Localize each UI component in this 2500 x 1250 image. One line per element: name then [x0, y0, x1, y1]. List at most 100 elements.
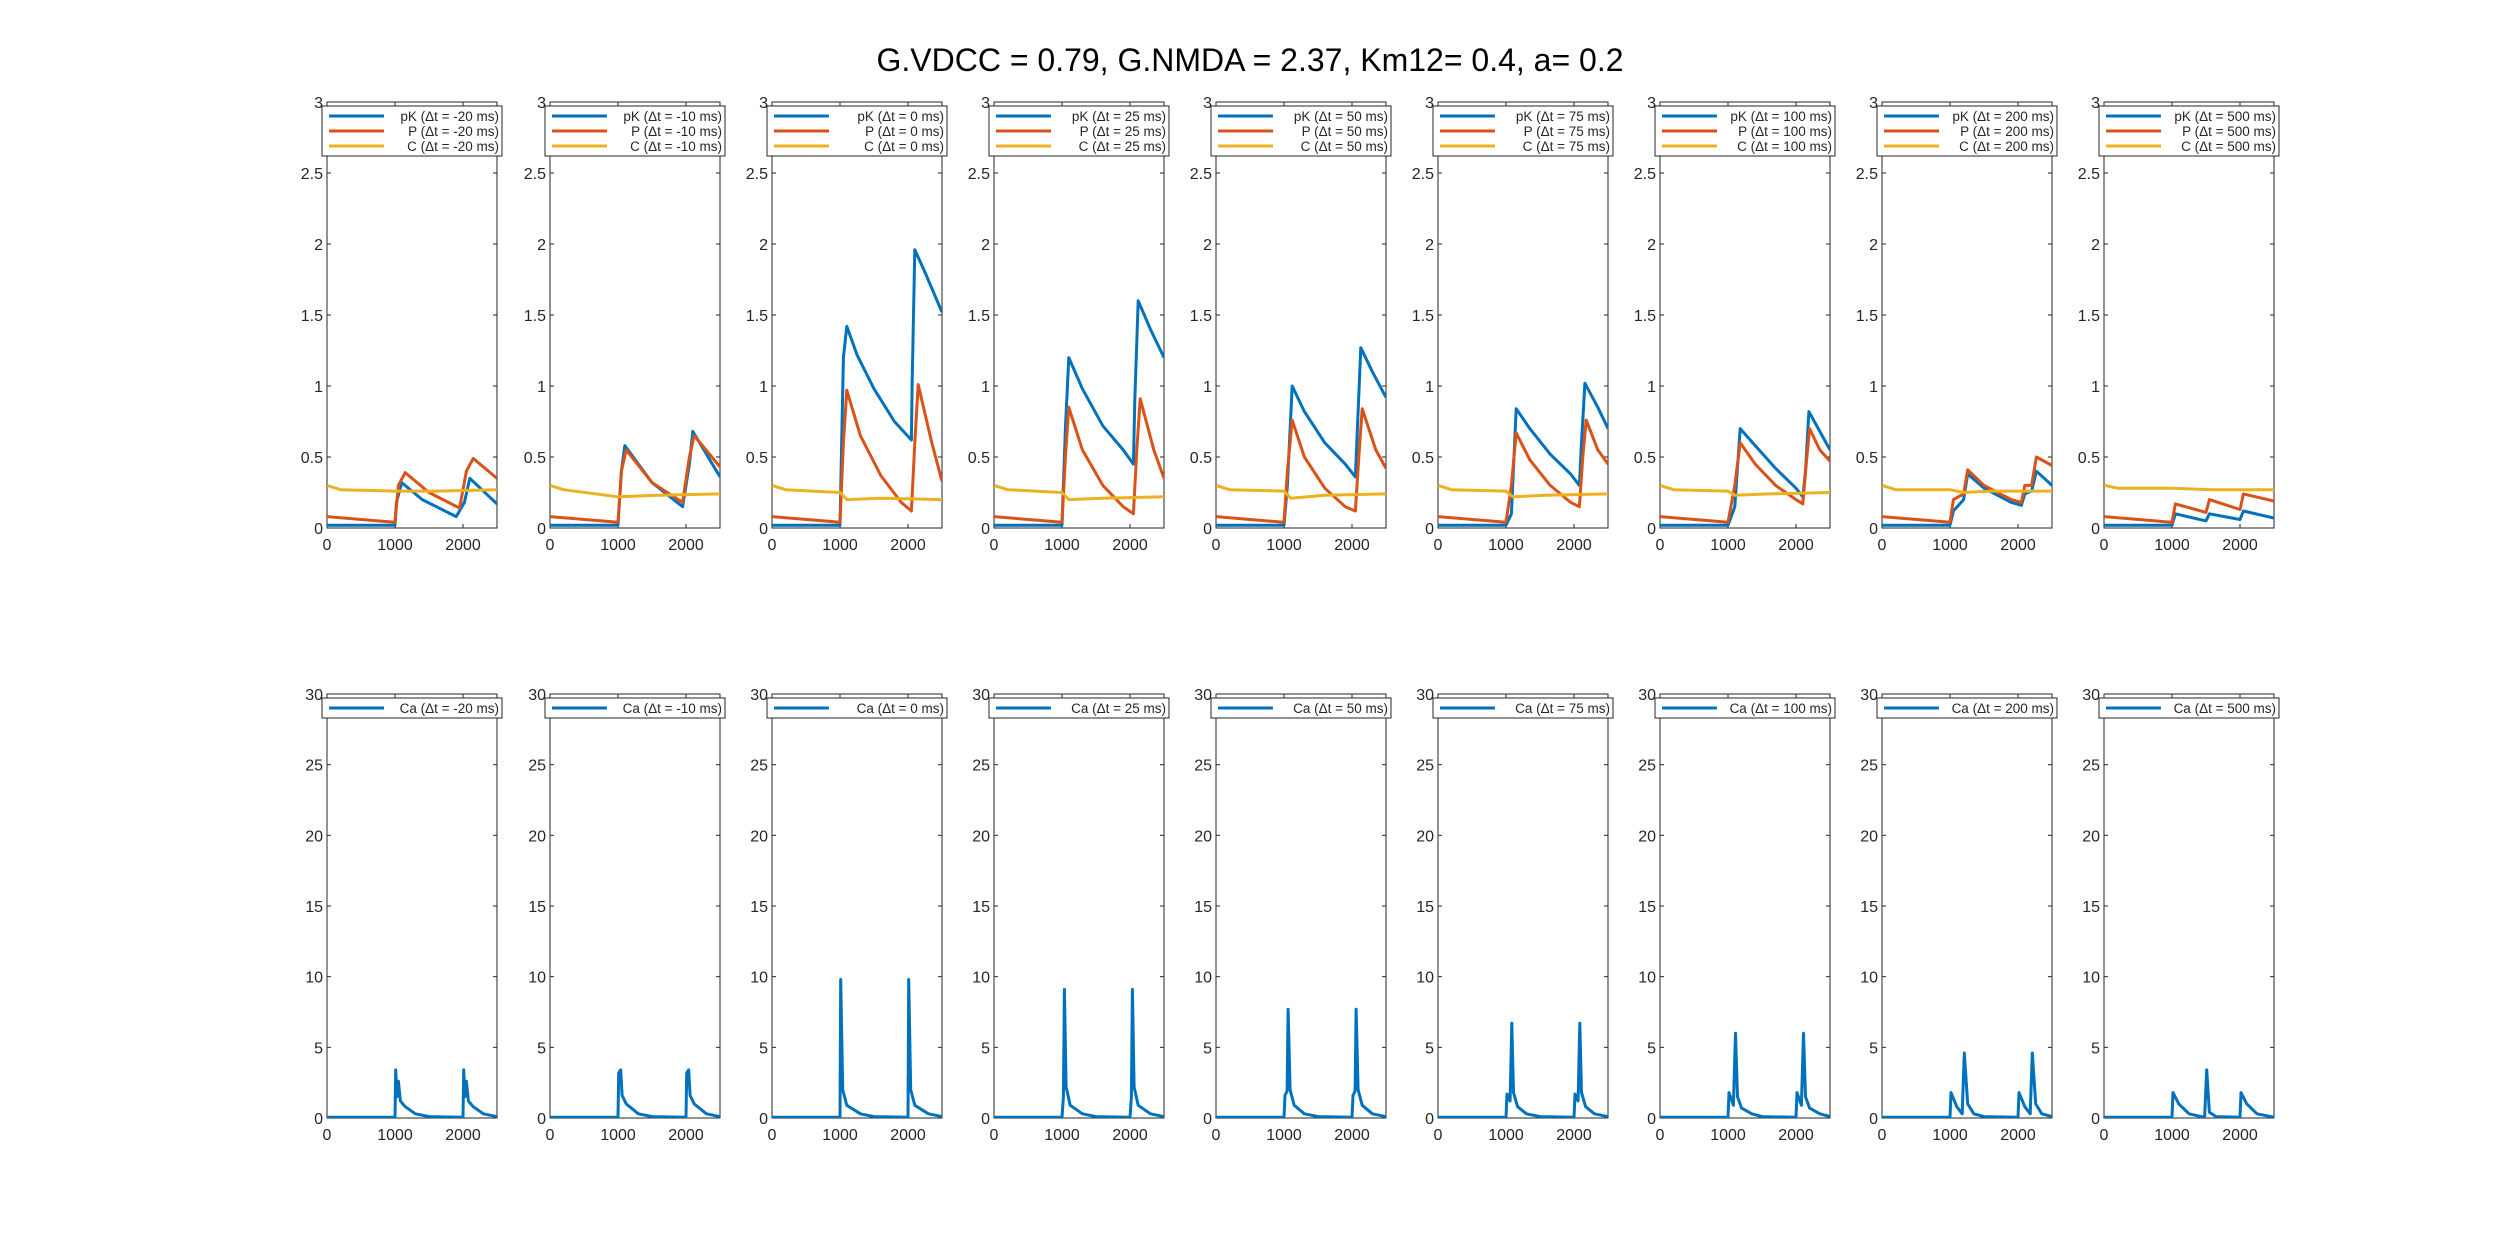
panel-top-8-ytick-label: 1.5 [1856, 308, 1878, 325]
panel-top-5-legend-label-2: P (Δt = 50 ms) [1302, 124, 1388, 139]
panel-bottom-4-ytick-label: 5 [981, 1040, 990, 1057]
panel-top-8-xtick-label: 1000 [1932, 537, 1968, 554]
panel-top-8-legend-label-3: C (Δt = 200 ms) [1959, 139, 2054, 154]
panel-bottom-2-ytick-label: 0 [537, 1111, 546, 1128]
panel-top-9-ytick-label: 0.5 [2078, 450, 2100, 467]
panel-bottom-5-ytick-label: 25 [1194, 758, 1212, 775]
panel-top-3-series-3-line [772, 483, 942, 502]
panel-top-8-ytick-label: 3 [1869, 95, 1878, 112]
panel-top-7-legend-label-3: C (Δt = 100 ms) [1737, 139, 1832, 154]
panel-top-5-legend-label-3: C (Δt = 50 ms) [1301, 139, 1388, 154]
panel-bottom-9-ytick-label: 15 [2082, 899, 2100, 916]
panel-top-5-ytick-label: 0.5 [1190, 450, 1212, 467]
panel-bottom-9-ytick-label: 30 [2082, 687, 2100, 704]
panel-bottom-6-ytick-label: 30 [1416, 687, 1434, 704]
panel-top-4-xtick-label: 1000 [1044, 537, 1080, 554]
panel-bottom-7-ytick-label: 25 [1638, 758, 1656, 775]
panel-bottom-7-ytick-label: 10 [1638, 970, 1656, 987]
panel-top-1-ytick-label: 2.5 [301, 166, 323, 183]
panel-bottom-4-xtick-label: 0 [990, 1127, 999, 1144]
panel-bottom-7-xtick-label: 2000 [1778, 1127, 1814, 1144]
panel-top-6-ytick-label: 2.5 [1412, 166, 1434, 183]
panel-bottom-9-series-1-line [2104, 1068, 2274, 1118]
panel-top-6-xtick-label: 0 [1434, 537, 1443, 554]
panel-top-9-axes-box [2103, 101, 2275, 529]
panel-top-9-series-3-line [2104, 483, 2274, 492]
panel-bottom-5-ytick-label: 5 [1203, 1040, 1212, 1057]
panel-top-6-legend-label-3: C (Δt = 75 ms) [1523, 139, 1610, 154]
panel-bottom-5-ytick-label: 0 [1203, 1111, 1212, 1128]
panel-bottom-2-ytick-label: 10 [528, 970, 546, 987]
panel-bottom-3-axes-box [771, 693, 943, 1119]
panel-top-7-ytick-label: 0.5 [1634, 450, 1656, 467]
panel-bottom-6-ytick-label: 10 [1416, 970, 1434, 987]
panel-bottom-2-ytick-label: 25 [528, 758, 546, 775]
panel-bottom-2-legend-label-1: Ca (Δt = -10 ms) [623, 701, 722, 716]
panel-top-4-xtick-label: 2000 [1112, 537, 1148, 554]
figure-title: G.VDCC = 0.79, G.NMDA = 2.37, Km12= 0.4,… [876, 42, 1624, 78]
panel-bottom-7-ytick-label: 20 [1638, 828, 1656, 845]
panel-bottom-6-ytick-label: 15 [1416, 899, 1434, 916]
panel-top-2-legend-label-3: C (Δt = -10 ms) [630, 139, 722, 154]
panel-top-1-xtick-label: 0 [323, 537, 332, 554]
panel-top-5-ytick-label: 2 [1203, 237, 1212, 254]
panel-top-2-xtick-label: 1000 [600, 537, 636, 554]
panel-bottom-5-ytick-label: 20 [1194, 828, 1212, 845]
panel-top-7-legend-label-1: pK (Δt = 100 ms) [1730, 109, 1832, 124]
panel-bottom-1-ytick-label: 15 [305, 899, 323, 916]
panel-bottom-6-ytick-label: 25 [1416, 758, 1434, 775]
panel-bottom-8-ytick-label: 5 [1869, 1040, 1878, 1057]
panel-bottom-4-ytick-label: 30 [972, 687, 990, 704]
panel-top-2-axes-box [549, 101, 721, 529]
panel-top-4-legend-label-3: C (Δt = 25 ms) [1079, 139, 1166, 154]
panel-bottom-4-xtick-label: 1000 [1044, 1127, 1080, 1144]
panel-bottom-3-ytick-label: 10 [750, 970, 768, 987]
panel-top-6-legend-label-2: P (Δt = 75 ms) [1524, 124, 1610, 139]
panel-bottom-8-xtick-label: 0 [1878, 1127, 1887, 1144]
panel-bottom-4-legend-box [988, 697, 1170, 719]
panel-top-6-ytick-label: 3 [1425, 95, 1434, 112]
panel-top-9-xtick-label: 1000 [2154, 537, 2190, 554]
panel-bottom-8-ytick-label: 15 [1860, 899, 1878, 916]
panel-bottom-9-ytick-label: 10 [2082, 970, 2100, 987]
panel-top-3-ytick-label: 2.5 [746, 166, 768, 183]
panel-bottom-8-xtick-label: 2000 [2000, 1127, 2036, 1144]
panel-top-4-ytick-label: 3 [981, 95, 990, 112]
panel-top-2-ytick-label: 1 [537, 379, 546, 396]
panel-top-3-series-1-line [772, 248, 942, 527]
panel-bottom-7-ytick-label: 0 [1647, 1111, 1656, 1128]
panel-top-9-ytick-label: 2 [2091, 237, 2100, 254]
panel-bottom-2-xtick-label: 2000 [668, 1127, 704, 1144]
panel-bottom-9-axes-box [2103, 693, 2275, 1119]
panel-top-7-series-2-line [1660, 427, 1830, 524]
panel-top-1-ytick-label: 0 [314, 521, 323, 538]
panel-bottom-7-ytick-label: 5 [1647, 1040, 1656, 1057]
panel-bottom-7-legend-label-1: Ca (Δt = 100 ms) [1730, 701, 1832, 716]
panel-bottom-2-ytick-label: 15 [528, 899, 546, 916]
panel-bottom-6-xtick-label: 2000 [1556, 1127, 1592, 1144]
panel-bottom-3-ytick-label: 25 [750, 758, 768, 775]
panel-top-5-axes-box [1215, 101, 1387, 529]
panel-top-7-series-1-line [1660, 410, 1830, 527]
panel-top-9-legend-label-2: P (Δt = 500 ms) [2182, 124, 2276, 139]
panel-top-2-xtick-label: 2000 [668, 537, 704, 554]
panel-top-5-xtick-label: 1000 [1266, 537, 1302, 554]
panel-top-9-legend-label-3: C (Δt = 500 ms) [2181, 139, 2276, 154]
panel-top-1-legend-label-1: pK (Δt = -20 ms) [400, 109, 499, 124]
panel-top-2-series-2-line [550, 434, 720, 524]
panel-bottom-6-legend-box [1432, 697, 1614, 719]
panel-bottom-4-legend-label-1: Ca (Δt = 25 ms) [1071, 701, 1166, 716]
panel-top-4-ytick-label: 0.5 [968, 450, 990, 467]
panel-top-2-ytick-label: 1.5 [524, 308, 546, 325]
panel-top-1-legend-label-3: C (Δt = -20 ms) [407, 139, 499, 154]
panel-bottom-3-ytick-label: 0 [759, 1111, 768, 1128]
panel-bottom-5-ytick-label: 10 [1194, 970, 1212, 987]
panel-bottom-1-legend-label-1: Ca (Δt = -20 ms) [400, 701, 499, 716]
panel-bottom-9-xtick-label: 1000 [2154, 1127, 2190, 1144]
panel-top-4-xtick-label: 0 [990, 537, 999, 554]
panel-top-4-ytick-label: 1 [981, 379, 990, 396]
panel-bottom-7-xtick-label: 1000 [1710, 1127, 1746, 1144]
panel-bottom-9-ytick-label: 5 [2091, 1040, 2100, 1057]
panel-bottom-9-xtick-label: 0 [2100, 1127, 2109, 1144]
panel-top-6-legend-label-1: pK (Δt = 75 ms) [1516, 109, 1610, 124]
